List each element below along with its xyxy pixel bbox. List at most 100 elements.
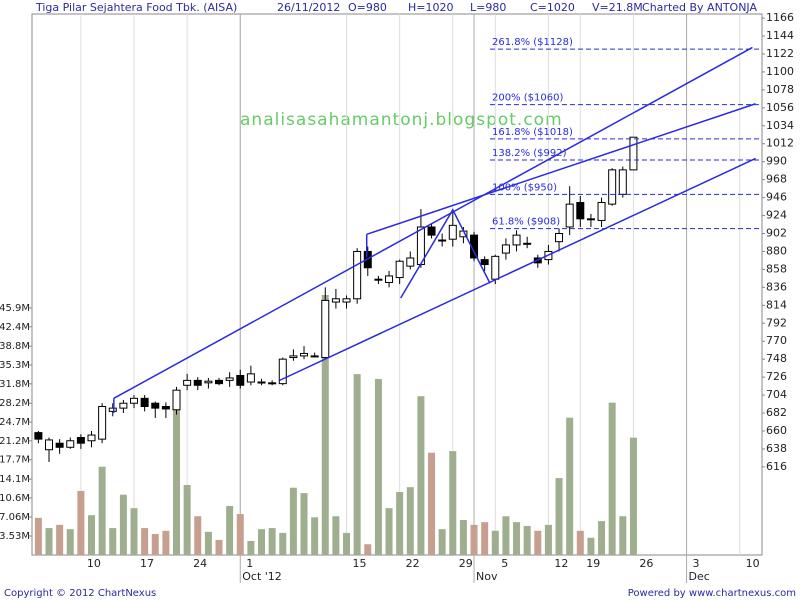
volume-bar (88, 515, 96, 555)
footer-powered: Powered by www.chartnexus.com (628, 588, 796, 599)
header-open: O=980 (348, 1, 387, 14)
footer-copyright: Copyright © 2012 ChartNexus (4, 588, 156, 599)
candle-body (555, 233, 564, 243)
volume-bar (513, 522, 521, 555)
y-tick-label: 1056 (766, 101, 794, 114)
volume-bar (77, 490, 85, 555)
x-tick-label: 17 (140, 557, 154, 570)
volume-bar (66, 529, 74, 555)
x-tick-label: 12 (554, 557, 568, 570)
volume-bar (576, 530, 584, 555)
x-tick-label: 10 (746, 557, 760, 570)
candle-body (512, 234, 521, 246)
volume-bar (183, 485, 191, 555)
volume-bar (141, 528, 149, 555)
candle-body (353, 250, 362, 300)
volume-bar (364, 544, 372, 555)
candle-body (87, 434, 96, 442)
volume-bar (608, 402, 616, 555)
volume-bar (374, 378, 382, 555)
candle-body (140, 397, 149, 407)
volume-bar (119, 494, 127, 555)
volume-bar (523, 525, 531, 555)
chart-title: Tiga Pilar Sejahtera Food Tbk. (AISA) (35, 1, 237, 14)
fib-label: 261.8% ($1128) (492, 37, 573, 48)
candle-body (565, 203, 574, 228)
candle-body (55, 442, 64, 448)
y-tick-label: 990 (766, 155, 787, 168)
header-volume: V=21.8M (592, 1, 643, 14)
candle-body (501, 244, 510, 254)
y2-tick-label: 28.2M (0, 398, 30, 409)
y2-tick-label: 17.7M (0, 455, 30, 466)
volume-bar (162, 530, 170, 555)
volume-bar (449, 451, 457, 555)
candle-body (98, 405, 107, 440)
header-high: H=1020 (408, 1, 453, 14)
candle-body (438, 239, 447, 242)
volume-bar (343, 532, 351, 555)
candle-body (161, 405, 170, 410)
trendline (366, 103, 756, 236)
x-tick-label: 3 (693, 557, 700, 570)
candle-body (215, 379, 224, 385)
volume-bar (151, 534, 159, 555)
candle-body (193, 379, 202, 386)
volume-bar (629, 437, 637, 555)
y2-tick-label: 42.4M (0, 322, 30, 333)
volume-bar (502, 516, 510, 555)
y-tick-label: 902 (766, 227, 787, 240)
y2-tick-label: 21.2M (0, 436, 30, 447)
y2-tick-label: 14.1M (0, 474, 30, 485)
volume-bar (566, 417, 574, 555)
y-tick-label: 836 (766, 280, 787, 293)
candle-body (608, 169, 617, 205)
candle-body (34, 432, 43, 440)
y-tick-label: 858 (766, 262, 787, 275)
candle-body (374, 278, 383, 281)
x-tick-label: 1 (246, 557, 253, 570)
candle-body (331, 298, 340, 303)
volume-bar (555, 478, 563, 555)
fib-label: 161.8% ($1018) (492, 127, 573, 138)
volume-bar (385, 508, 393, 555)
y2-tick-label: 31.8M (0, 379, 30, 390)
volume-bar (34, 517, 42, 555)
volume-bar (226, 506, 234, 555)
watermark: analisasahamantonj.blogspot.com (240, 110, 563, 130)
x-tick-label: 24 (193, 557, 207, 570)
fib-label: 100% ($950) (492, 182, 557, 193)
candle-body (108, 407, 117, 412)
volume-bar (619, 516, 627, 555)
x-tick-label: 22 (406, 557, 420, 570)
candle-body (246, 373, 255, 383)
y2-tick-label: 10.6M (0, 493, 30, 504)
volume-bar (544, 524, 552, 555)
candle-body (406, 257, 415, 267)
candle-body (480, 259, 489, 266)
candle-body (119, 402, 128, 409)
volume-bar (215, 539, 223, 555)
y2-tick-label: 7.06M (0, 512, 30, 523)
x-tick-label: 19 (586, 557, 600, 570)
volume-bar (332, 516, 340, 555)
y-tick-label: 726 (766, 370, 787, 383)
volume-bar (587, 537, 595, 555)
y2-tick-label: 35.3M (0, 360, 30, 371)
candle-body (597, 201, 606, 221)
fib-label: 61.8% ($908) (492, 217, 560, 228)
y-tick-label: 638 (766, 442, 787, 455)
volume-bar (109, 528, 117, 555)
credit: Charted By ANTONJA (642, 1, 757, 14)
candle-body (342, 298, 351, 303)
y-tick-label: 1034 (766, 119, 794, 132)
volume-bar (598, 521, 606, 555)
candle-body (151, 402, 160, 409)
y-tick-label: 1100 (766, 65, 794, 78)
volume-bar (353, 374, 361, 555)
volume-bar (236, 514, 244, 555)
volume-bar (279, 532, 287, 555)
volume-bar (311, 517, 319, 555)
volume-bar (289, 487, 297, 555)
candle-body (395, 260, 404, 279)
